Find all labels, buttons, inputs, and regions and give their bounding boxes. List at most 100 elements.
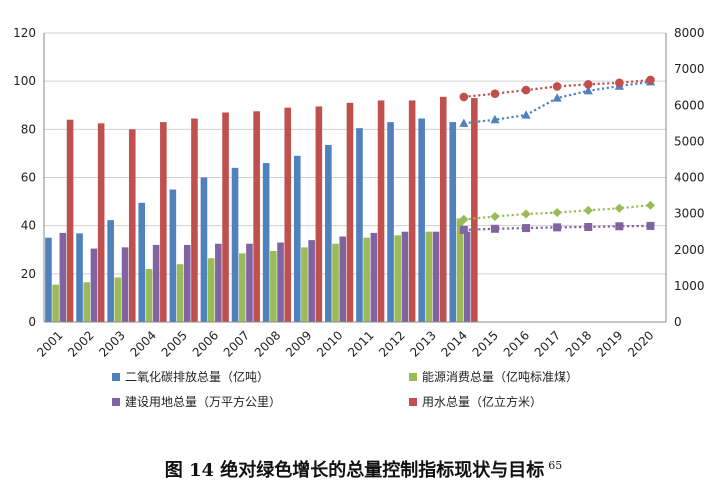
bar xyxy=(191,118,198,322)
bar xyxy=(200,177,208,322)
x-tick-label: 2009 xyxy=(283,328,314,359)
legend-label: 用水总量（亿立方米） xyxy=(422,394,542,409)
target-point xyxy=(459,92,469,102)
target-point xyxy=(490,114,500,124)
bar xyxy=(387,122,394,322)
bar xyxy=(370,232,378,322)
chart: 0 20 40 60 80 100 120 0 1000 2000 3000 4000 5000 6000… xyxy=(13,26,705,409)
bar xyxy=(449,122,457,322)
target-point xyxy=(522,224,531,233)
target-point xyxy=(490,224,499,233)
target-point xyxy=(521,110,531,119)
bar xyxy=(207,258,215,322)
bar xyxy=(83,282,91,322)
bar xyxy=(222,112,229,322)
target-point xyxy=(584,222,593,231)
legend-label: 建设用地总量（万平方公里） xyxy=(125,394,281,409)
bar xyxy=(238,253,246,322)
bar xyxy=(346,102,354,322)
bar xyxy=(215,243,222,322)
target-point xyxy=(459,225,468,234)
legend-label: 二氧化碳排放总量（亿吨） xyxy=(125,369,269,384)
right-tick-label: 0 xyxy=(674,315,682,329)
target-point xyxy=(490,211,500,222)
x-tick-label: 2007 xyxy=(221,328,252,359)
bar xyxy=(160,122,167,322)
right-tick-label: 7000 xyxy=(674,62,705,76)
bar xyxy=(231,167,239,322)
target-point xyxy=(645,200,656,210)
x-tick-label: 2014 xyxy=(438,328,469,359)
target-point xyxy=(552,82,562,91)
bar xyxy=(377,100,385,323)
title-footnote: 65 xyxy=(548,459,563,472)
left-tick-label: 100 xyxy=(13,74,36,88)
right-tick-label: 4000 xyxy=(674,171,705,185)
x-tick-label: 2019 xyxy=(594,328,625,359)
right-tick-label: 8000 xyxy=(674,26,705,40)
bar xyxy=(121,247,129,322)
bar xyxy=(471,98,478,322)
bar xyxy=(293,155,301,322)
right-tick-label: 3000 xyxy=(674,207,705,221)
bar xyxy=(332,243,339,322)
chart-title: 图 14 绝对绿色增长的总量控制指标现状与目标 xyxy=(164,460,545,481)
left-tick-label: 20 xyxy=(21,267,36,281)
target-point xyxy=(459,118,469,127)
left-tick-label: 120 xyxy=(13,26,36,40)
x-tick-label: 2011 xyxy=(345,328,376,359)
bar xyxy=(425,231,433,322)
x-tick-label: 2020 xyxy=(625,328,656,359)
left-tick-label: 0 xyxy=(28,315,36,329)
bar xyxy=(356,128,363,322)
bar-group xyxy=(45,96,478,323)
bar xyxy=(418,118,425,322)
target-point xyxy=(646,75,655,85)
x-tick-label: 2004 xyxy=(127,328,158,359)
bar xyxy=(363,237,370,322)
bar xyxy=(463,231,471,322)
target-point xyxy=(614,203,624,213)
bar xyxy=(246,243,253,322)
x-tick-label: 2013 xyxy=(407,328,438,359)
left-tick-label: 80 xyxy=(21,122,36,136)
left-tick-label: 60 xyxy=(21,171,36,185)
x-tick-label: 2018 xyxy=(563,328,594,359)
legend-swatch xyxy=(112,373,120,381)
target-point xyxy=(521,85,531,95)
target-point xyxy=(553,223,562,232)
target-point xyxy=(552,207,562,218)
target-point xyxy=(521,209,531,219)
bar xyxy=(145,269,153,322)
target-point xyxy=(552,93,562,102)
right-tick-label: 1000 xyxy=(674,279,705,293)
x-tick-label: 2005 xyxy=(159,328,190,359)
legend-swatch xyxy=(409,398,417,406)
x-tick-label: 2008 xyxy=(252,328,283,359)
right-tick-label: 2000 xyxy=(674,243,705,257)
x-tick-label: 2006 xyxy=(190,328,221,359)
bar xyxy=(52,284,59,322)
right-tick-label: 6000 xyxy=(674,98,705,112)
x-tick-label: 2001 xyxy=(34,328,65,359)
bar xyxy=(183,244,191,322)
x-tick-label: 2017 xyxy=(532,328,563,359)
bar xyxy=(284,107,292,322)
bar xyxy=(408,100,416,323)
target-point xyxy=(615,222,624,231)
bar xyxy=(432,231,440,322)
bar xyxy=(262,163,270,322)
legend-label: 能源消费总量（亿吨标准煤） xyxy=(422,369,578,384)
bar xyxy=(339,236,347,322)
target-point xyxy=(583,86,593,95)
target-point xyxy=(615,78,624,88)
x-tick-label: 2016 xyxy=(501,328,532,359)
target-point xyxy=(490,89,500,98)
bar xyxy=(76,233,83,322)
left-tick-label: 40 xyxy=(21,219,36,233)
bar xyxy=(270,250,277,322)
legend-swatch xyxy=(112,398,120,406)
bar xyxy=(439,96,447,322)
bar xyxy=(176,264,184,322)
x-tick-label: 2012 xyxy=(376,328,407,359)
